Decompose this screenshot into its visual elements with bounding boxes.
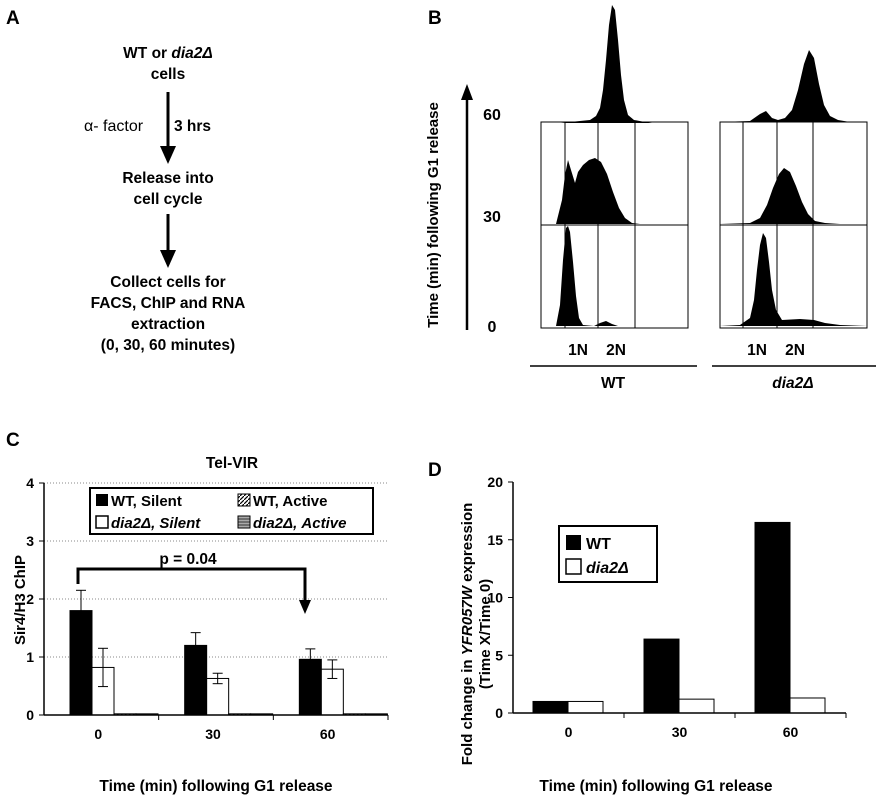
facs-time-arrow-head bbox=[461, 84, 473, 100]
flow-step-cells-prefix: WT or bbox=[123, 45, 172, 62]
chart-d-ylabel-prefix: Fold change in bbox=[459, 655, 476, 765]
legend-swatch-wt-active bbox=[237, 493, 251, 507]
chart-d: Fold change in YFR057W expression (Time … bbox=[459, 474, 847, 795]
legend-frame bbox=[89, 487, 374, 535]
x-tick-label: 0 bbox=[94, 726, 102, 742]
legend-label-dia2-active: dia2Δ, Active bbox=[253, 515, 346, 532]
bar-wt bbox=[643, 638, 680, 714]
bar-wt bbox=[754, 521, 791, 714]
bar-dia2 bbox=[567, 700, 604, 714]
flow-step-cells-strain: dia2Δ bbox=[171, 45, 213, 62]
facs-tick-30: 30 bbox=[483, 209, 501, 226]
y-tick-label: 20 bbox=[487, 474, 503, 490]
facs-profiles: Time (min) following G1 release 60 30 0 … bbox=[425, 5, 876, 392]
panel-label-d: D bbox=[428, 460, 442, 481]
chart-c-xlabel: Time (min) following G1 release bbox=[99, 778, 333, 795]
chart-d-ylabel-suffix: expression bbox=[459, 503, 476, 586]
legend-swatch-dia2-silent bbox=[95, 515, 109, 529]
flow-step-cells-line2: cells bbox=[150, 66, 186, 83]
y-tick-label: 3 bbox=[26, 533, 34, 549]
chart-d-xlabel: Time (min) following G1 release bbox=[539, 778, 773, 795]
facs-dia2-peak-30 bbox=[720, 168, 867, 224]
chart-c-significance: p = 0.04 bbox=[76, 551, 311, 614]
facs-dia2-peak-0 bbox=[720, 233, 867, 326]
facs-dia2-peak-60 bbox=[720, 50, 867, 122]
legend-label-wt-silent: WT, Silent bbox=[111, 493, 182, 510]
chart-d-ylabel-group: Fold change in YFR057W expression (Time … bbox=[459, 503, 494, 766]
legend-label-wt: WT bbox=[586, 536, 611, 553]
x-tick-label: 60 bbox=[783, 724, 799, 740]
legend-swatch-dia2 bbox=[565, 558, 582, 575]
flow-arrow-2 bbox=[160, 214, 176, 268]
panel-label-b: B bbox=[428, 8, 442, 29]
significance-arrowhead bbox=[299, 600, 311, 614]
flow-step-cells-line1: WT or dia2Δ bbox=[123, 45, 213, 62]
bar-dia2 bbox=[678, 698, 715, 714]
y-tick-label: 1 bbox=[26, 649, 34, 665]
facs-wt-1n-label: 1N bbox=[568, 342, 588, 359]
bar-dia2 bbox=[789, 697, 826, 714]
chart-c: Tel-VIR Sir4/H3 ChIP Time (min) followin… bbox=[12, 455, 389, 795]
legend-label-dia2: dia2Δ bbox=[586, 560, 629, 577]
facs-tick-0: 0 bbox=[488, 319, 497, 336]
facs-dia2-1n-label: 1N bbox=[747, 342, 767, 359]
facs-dia2-strain-label: dia2Δ bbox=[772, 375, 813, 392]
facs-wt-2n-label: 2N bbox=[606, 342, 626, 359]
significance-label: p = 0.04 bbox=[159, 551, 217, 568]
legend-label-wt-active: WT, Active bbox=[253, 493, 327, 510]
flow-step-release-line1: Release into bbox=[122, 170, 214, 187]
y-tick-label: 0 bbox=[26, 707, 34, 723]
chart-d-ylabel-line1: Fold change in YFR057W expression bbox=[459, 503, 476, 766]
flow-step-collect-line4: (0, 30, 60 minutes) bbox=[100, 337, 236, 354]
chart-c-legend: WT, Silent dia2Δ, Silent WT, Active dia2… bbox=[89, 487, 374, 535]
y-tick-label: 2 bbox=[26, 591, 34, 607]
chart-d-ylabel-line2: (Time X/Time 0) bbox=[477, 579, 494, 689]
facs-wt-peak-60 bbox=[561, 5, 652, 123]
legend-swatch-dia2-active bbox=[237, 515, 251, 529]
significance-bracket bbox=[76, 567, 307, 603]
flow-arrow-1 bbox=[160, 92, 176, 164]
alpha-factor-label: α- factor bbox=[84, 118, 144, 135]
flow-step-release-line2: cell cycle bbox=[133, 191, 203, 208]
flow-step-collect-line1: Collect cells for bbox=[110, 274, 226, 291]
y-tick-label: 0 bbox=[495, 705, 503, 721]
y-tick-label: 5 bbox=[495, 647, 503, 663]
arrest-duration-label: 3 hrs bbox=[174, 118, 212, 135]
flow-step-collect-line2: FACS, ChIP and RNA bbox=[90, 295, 246, 312]
flow-step-cells: WT or dia2Δ cells bbox=[88, 43, 248, 85]
facs-dia2-2n-label: 2N bbox=[785, 342, 805, 359]
panel-label-c: C bbox=[6, 430, 20, 451]
y-tick-label: 15 bbox=[487, 532, 503, 548]
x-tick-label: 60 bbox=[320, 726, 336, 742]
legend-label-dia2-silent: dia2Δ, Silent bbox=[111, 515, 201, 532]
legend-swatch-wt-silent bbox=[96, 494, 108, 506]
legend-swatch-wt bbox=[566, 535, 581, 550]
facs-wt-peak-0 bbox=[541, 226, 618, 326]
facs-wt-stack: 1N 2N WT bbox=[530, 5, 697, 392]
flow-step-collect: Collect cells for FACS, ChIP and RNA ext… bbox=[58, 272, 278, 356]
panel-label-a: A bbox=[6, 8, 20, 29]
flow-step-collect-line3: extraction bbox=[130, 316, 206, 333]
facs-time-axis-label: Time (min) following G1 release bbox=[425, 102, 442, 328]
x-tick-label: 0 bbox=[565, 724, 573, 740]
chart-c-title: Tel-VIR bbox=[206, 455, 258, 472]
facs-dia2-stack: 1N 2N dia2Δ bbox=[712, 50, 876, 392]
facs-tick-60: 60 bbox=[483, 107, 501, 124]
chart-c-ylabel: Sir4/H3 ChIP bbox=[12, 555, 29, 645]
bar-wt bbox=[532, 700, 569, 714]
x-tick-label: 30 bbox=[672, 724, 688, 740]
y-tick-label: 10 bbox=[487, 590, 503, 606]
chart-d-legend: WT dia2Δ bbox=[558, 525, 658, 583]
facs-wt-peak-30 bbox=[541, 158, 640, 224]
facs-wt-strain-label: WT bbox=[601, 375, 626, 392]
x-tick-label: 30 bbox=[205, 726, 221, 742]
y-tick-label: 4 bbox=[26, 475, 34, 491]
flow-step-release: Release into cell cycle bbox=[88, 168, 248, 210]
chart-d-ylabel-gene: YFR057W bbox=[459, 584, 476, 655]
